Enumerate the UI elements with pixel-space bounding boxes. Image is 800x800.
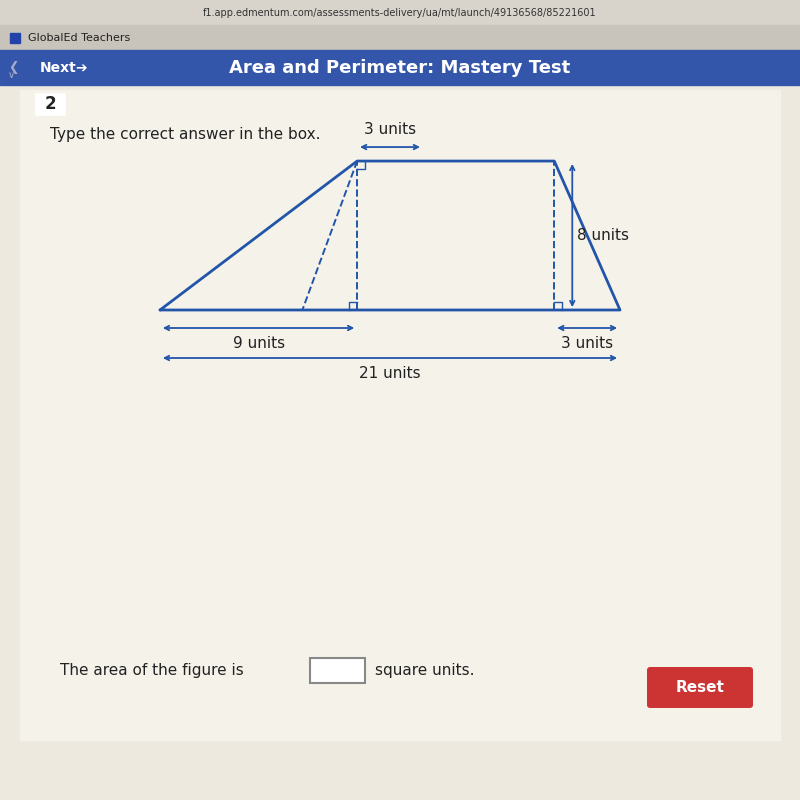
- Bar: [0, 50, 800, 85]
- Text: Next: Next: [40, 61, 77, 75]
- Bar: [0, 25, 800, 50]
- Text: The area of the figure is: The area of the figure is: [60, 662, 244, 678]
- Text: ➔: ➔: [75, 61, 86, 75]
- Text: f1.app.edmentum.com/assessments-delivery/ua/mt/launch/49136568/85221601: f1.app.edmentum.com/assessments-delivery…: [203, 8, 597, 18]
- Text: Area and Perimeter: Mastery Test: Area and Perimeter: Mastery Test: [230, 59, 570, 77]
- Bar: [650, 670, 750, 705]
- Bar: [0, 0, 800, 25]
- Text: 3 units: 3 units: [561, 336, 614, 351]
- Text: GlobalEd Teachers: GlobalEd Teachers: [28, 33, 130, 43]
- Text: 3 units: 3 units: [364, 122, 416, 137]
- Text: Reset: Reset: [675, 681, 725, 695]
- FancyBboxPatch shape: [647, 667, 753, 708]
- Bar: [35, 93, 65, 115]
- Text: ∨: ∨: [8, 70, 15, 80]
- Text: 21 units: 21 units: [359, 366, 421, 381]
- Bar: [10, 33, 20, 43]
- Text: ❮: ❮: [8, 62, 18, 74]
- Bar: [20, 90, 780, 740]
- Text: 8 units: 8 units: [578, 228, 630, 243]
- Text: square units.: square units.: [375, 662, 474, 678]
- Bar: [310, 658, 365, 682]
- Text: 2: 2: [44, 95, 56, 113]
- Text: Type the correct answer in the box.: Type the correct answer in the box.: [50, 127, 321, 142]
- Text: 9 units: 9 units: [233, 336, 285, 351]
